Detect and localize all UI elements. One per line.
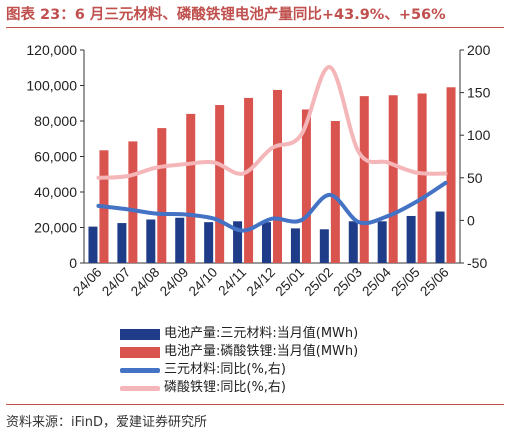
bar-lfp	[330, 121, 340, 263]
bar-lfp	[446, 87, 456, 264]
bar-ternary	[319, 229, 329, 263]
bar-lfp	[388, 95, 398, 263]
x-tick-label: 24/07	[99, 265, 134, 300]
legend-label-lfp-bar: 电池产量:磷酸铁锂:当月值(MWh)	[164, 344, 359, 359]
x-tick-label: 24/08	[128, 265, 163, 300]
bar-lfp	[244, 97, 254, 263]
legend-label-lfp-line: 磷酸铁锂:同比(%,右)	[164, 380, 287, 395]
line-ternary-yoy	[96, 180, 448, 233]
left-tick-label: 120,000	[26, 42, 77, 58]
bar-lfp	[186, 113, 196, 264]
left-tick-label: 80,000	[34, 113, 77, 129]
legend-item-ternary-line: 三元材料:同比(%,右)	[120, 361, 358, 379]
right-tick-label: 100	[467, 127, 491, 143]
bar-ternary	[377, 221, 387, 263]
bar-ternary	[146, 219, 156, 263]
right-tick-label: -50	[467, 255, 487, 271]
left-tick-label: 100,000	[26, 78, 77, 94]
bar-lfp	[417, 93, 427, 263]
x-tick-label: 25/02	[301, 265, 336, 300]
x-tick-label: 24/09	[157, 265, 192, 300]
bar-ternary	[348, 221, 358, 263]
legend-swatch-ternary-bar	[120, 328, 160, 340]
bar-ternary	[435, 211, 445, 263]
chart-title: 图表 23：6 月三元材料、磷酸铁锂电池产量同比+43.9%、+56%	[6, 7, 446, 23]
x-tick-label: 25/03	[330, 265, 365, 300]
legend-swatch-lfp-line	[120, 385, 160, 391]
left-tick-label: 60,000	[34, 149, 77, 165]
x-tick-label: 25/05	[388, 265, 423, 300]
x-tick-label: 24/10	[186, 265, 221, 300]
x-tick-label: 25/04	[359, 264, 394, 299]
legend-swatch-ternary-line	[120, 367, 160, 373]
bar-lfp	[157, 128, 167, 263]
right-tick-label: 0	[467, 212, 475, 228]
bar-ternary	[175, 217, 185, 263]
chart-legend: 电池产量:三元材料:当月值(MWh) 电池产量:磷酸铁锂:当月值(MWh) 三元…	[120, 325, 358, 397]
title-divider	[6, 27, 504, 28]
legend-label-ternary-line: 三元材料:同比(%,右)	[164, 362, 287, 377]
bar-ternary	[406, 215, 416, 263]
x-tick-label: 24/12	[244, 265, 279, 300]
x-tick-label: 25/06	[417, 265, 452, 300]
left-tick-label: 20,000	[34, 220, 77, 236]
source-divider	[6, 404, 504, 405]
bar-lfp	[215, 105, 225, 264]
bar-lfp	[273, 89, 282, 263]
bar-lfp	[359, 96, 369, 264]
bar-ternary	[204, 222, 214, 263]
bar-ternary	[262, 222, 271, 263]
bar-ternary	[290, 228, 300, 263]
right-tick-label: 200	[467, 42, 491, 58]
left-tick-label: 40,000	[34, 184, 77, 200]
line-lfp-yoy	[96, 65, 448, 180]
legend-label-ternary-bar: 电池产量:三元材料:当月值(MWh)	[164, 326, 359, 341]
source-note: 资料来源：iFinD，爱建证券研究所	[6, 415, 208, 430]
x-tick-label: 24/11	[215, 265, 249, 299]
legend-item-ternary-bar: 电池产量:三元材料:当月值(MWh)	[120, 325, 358, 343]
x-tick-label: 25/01	[273, 265, 308, 300]
right-tick-label: 50	[467, 170, 483, 186]
bar-ternary	[88, 226, 98, 263]
right-tick-label: 150	[467, 85, 491, 101]
bar-ternary	[117, 223, 127, 263]
legend-item-lfp-bar: 电池产量:磷酸铁锂:当月值(MWh)	[120, 343, 358, 361]
left-tick-label: 0	[69, 255, 77, 271]
legend-swatch-lfp-bar	[120, 346, 160, 358]
bar-lfp	[301, 109, 311, 264]
bar-ternary	[233, 221, 243, 263]
chart-plot: 0 20,000 40,000 60,000 80,000 100,000 120,000 -…	[26, 42, 491, 300]
bar-lfp	[128, 141, 138, 263]
legend-item-lfp-line: 磷酸铁锂:同比(%,右)	[120, 379, 358, 397]
